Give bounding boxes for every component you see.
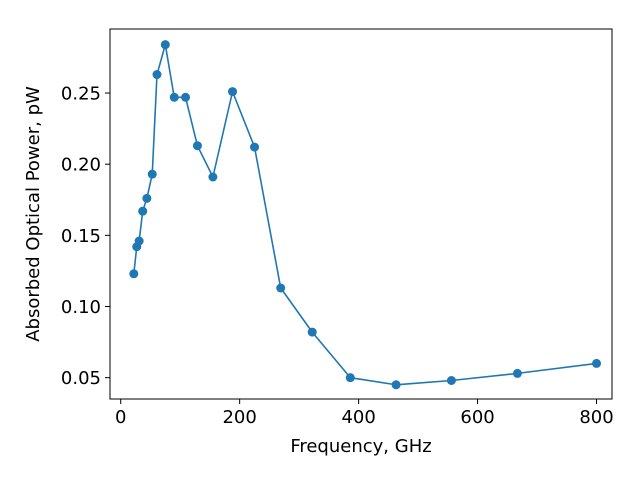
y-tick-label: 0.05 xyxy=(61,368,101,389)
data-point xyxy=(208,172,218,182)
data-point xyxy=(134,236,144,246)
data-point xyxy=(345,373,355,383)
y-tick-label: 0.20 xyxy=(61,155,101,176)
axes: 0 200 400 600 800 0.05 0.10 0.15 0.20 0.25 xyxy=(61,84,614,428)
data-point xyxy=(228,87,238,97)
x-tick-label: 0 xyxy=(115,407,126,428)
data-point xyxy=(446,376,456,385)
data-point xyxy=(142,193,152,203)
data-point xyxy=(512,368,522,378)
plot-frame xyxy=(109,28,613,400)
data-point xyxy=(181,92,191,102)
data-point xyxy=(169,92,179,102)
y-tick-label: 0.10 xyxy=(61,297,101,318)
x-tick-label: 400 xyxy=(341,407,375,428)
data-point xyxy=(276,283,286,293)
data-point xyxy=(391,380,401,390)
data-point xyxy=(192,141,202,151)
data-point xyxy=(307,327,317,337)
data-point xyxy=(138,206,148,216)
data-point xyxy=(250,142,260,152)
y-axis-label: Absorbed Optical Power, pW xyxy=(23,86,44,342)
x-tick-label: 200 xyxy=(222,407,256,428)
data-point xyxy=(160,40,170,50)
y-tick-label: 0.15 xyxy=(61,226,101,247)
x-tick-label: 800 xyxy=(579,407,613,428)
data-point xyxy=(592,358,602,368)
marks xyxy=(129,40,602,390)
data-point xyxy=(152,70,162,80)
data-point xyxy=(147,169,157,179)
data-point xyxy=(129,269,139,279)
x-axis-label: Frequency, GHz xyxy=(290,436,431,457)
x-tick-label: 600 xyxy=(460,407,494,428)
y-tick-label: 0.25 xyxy=(61,84,101,105)
plot-area xyxy=(110,29,612,399)
